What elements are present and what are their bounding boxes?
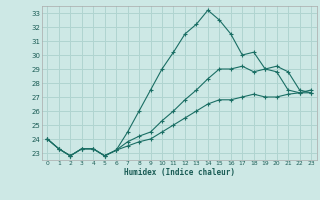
X-axis label: Humidex (Indice chaleur): Humidex (Indice chaleur) <box>124 168 235 177</box>
